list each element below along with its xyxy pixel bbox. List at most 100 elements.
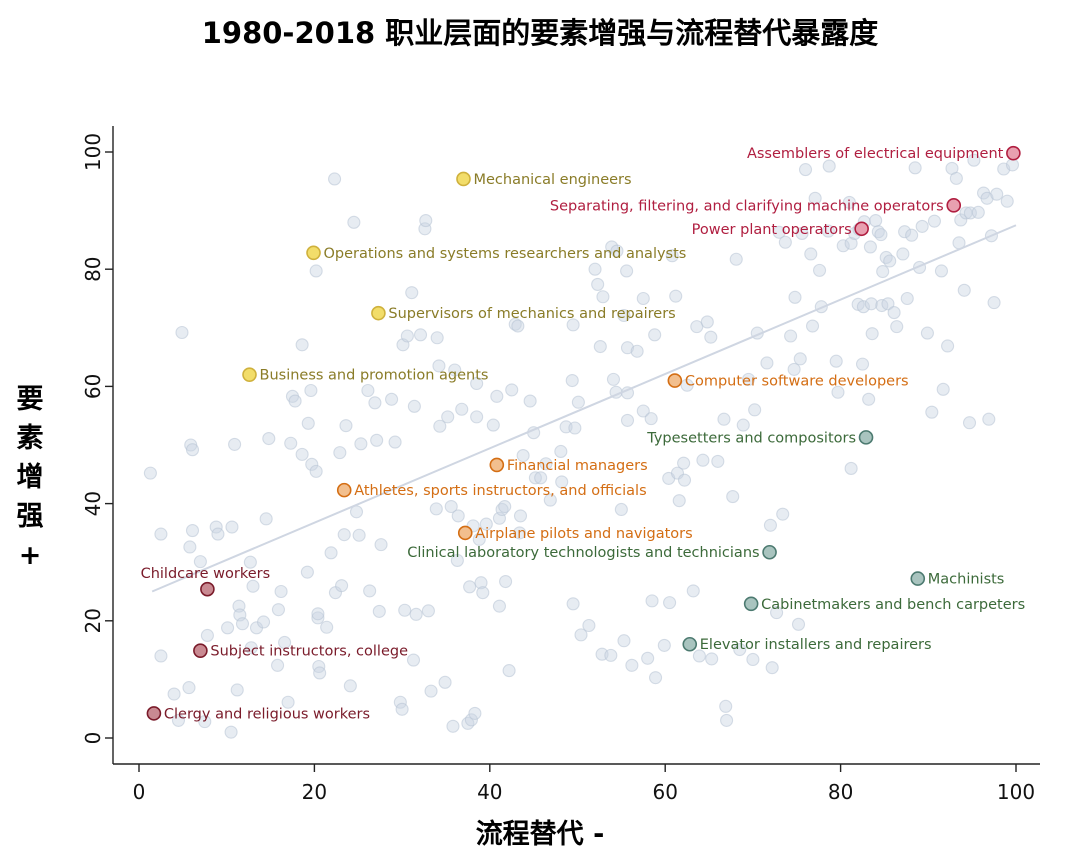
- scatter-point: [424, 684, 438, 698]
- scatter-point: [620, 341, 635, 355]
- scatter-point: [566, 318, 580, 332]
- scatter-point: [274, 584, 288, 599]
- scatter-point: [256, 615, 271, 629]
- scatter-point: [692, 649, 706, 663]
- scatter-point: [175, 325, 189, 340]
- scatter-point: [328, 172, 342, 186]
- scatter-point: [313, 666, 327, 680]
- highlighted-point: [854, 221, 869, 237]
- point-label: Assemblers of electrical equipment: [747, 146, 1004, 162]
- scatter-point: [844, 461, 858, 475]
- scatter-point: [479, 517, 493, 531]
- highlighted-point: [306, 245, 321, 261]
- scatter-point: [354, 437, 368, 451]
- scatter-point: [388, 435, 402, 449]
- scatter-point: [183, 540, 197, 554]
- scatter-point: [441, 410, 455, 424]
- scatter-point: [717, 412, 731, 426]
- scatter-point: [772, 225, 786, 239]
- point-label: Separating, filtering, and clarifying ma…: [550, 198, 944, 214]
- scatter-point: [856, 300, 870, 314]
- scatter-point: [516, 448, 530, 463]
- scatter-point: [262, 432, 276, 446]
- scatter-point: [406, 653, 421, 667]
- scatter-point: [224, 725, 238, 739]
- scatter-point: [463, 580, 477, 594]
- highlighted-point: [200, 581, 215, 597]
- scatter-point: [300, 565, 314, 579]
- scatter-point: [805, 319, 820, 333]
- scatter-point: [883, 254, 897, 268]
- scatter-point: [971, 205, 985, 219]
- highlighted-point: [336, 482, 352, 498]
- scatter-point: [765, 661, 779, 675]
- scatter-point: [185, 524, 200, 538]
- y-tick-label: 60: [81, 374, 105, 399]
- scatter-point: [523, 394, 537, 408]
- scatter-point: [949, 171, 963, 185]
- scatter-point: [614, 502, 628, 517]
- scatter-point: [225, 520, 239, 534]
- scatter-point: [430, 331, 444, 345]
- scatter-point: [1005, 158, 1020, 172]
- y-axis-label-char: 增: [16, 462, 44, 493]
- x-tick-label: 60: [652, 780, 677, 804]
- point-label: Typesetters and compositors: [646, 430, 856, 446]
- point-label: Business and promotion agents: [260, 368, 489, 384]
- scatter-point: [617, 634, 631, 648]
- scatter-point: [566, 597, 580, 611]
- scatter-point: [343, 679, 357, 693]
- scatter-point: [474, 576, 488, 590]
- point-label: Subject instructors, college: [210, 644, 408, 660]
- scatter-point: [829, 354, 843, 368]
- scatter-point: [864, 297, 878, 311]
- scatter-point: [337, 528, 351, 542]
- scatter-point: [606, 372, 621, 386]
- background-points: [143, 153, 1020, 739]
- scatter-point: [571, 395, 585, 409]
- scatter-point: [534, 471, 548, 485]
- point-label: Clinical laboratory technologists and te…: [407, 545, 759, 561]
- scatter-point: [593, 340, 607, 354]
- scatter-point: [1000, 194, 1014, 208]
- scatter-point: [281, 695, 295, 709]
- scatter-point: [400, 329, 414, 343]
- scatter-point: [309, 264, 323, 278]
- scatter-point: [620, 413, 635, 427]
- scatter-point: [363, 584, 377, 598]
- scatter-point: [808, 191, 822, 205]
- x-axis-label: 流程替代 -: [475, 819, 605, 850]
- scatter-point: [243, 555, 257, 569]
- scatter-point: [528, 471, 542, 485]
- scatter-point: [778, 235, 792, 249]
- scatter-point: [492, 599, 506, 613]
- scatter-point: [696, 453, 710, 467]
- scatter-point: [686, 584, 700, 598]
- x-tick-label: 20: [302, 780, 327, 804]
- scatter-point: [663, 596, 677, 610]
- scatter-point: [370, 433, 384, 447]
- point-label: Childcare workers: [141, 566, 271, 582]
- scatter-point: [874, 228, 888, 242]
- scatter-point: [284, 436, 298, 450]
- point-label: Airplane pilots and navigators: [475, 526, 692, 542]
- scatter-point: [596, 290, 610, 304]
- scatter-point: [499, 574, 513, 589]
- highlighted-point: [193, 643, 208, 658]
- highlighted-point: [910, 571, 926, 586]
- scatter-point: [405, 286, 419, 300]
- scatter-point: [472, 532, 486, 546]
- scatter-point: [844, 236, 858, 250]
- point-label: Clergy and religious workers: [164, 706, 370, 722]
- highlighted-point: [489, 457, 505, 473]
- scatter-point: [385, 392, 399, 406]
- scatter-point: [645, 594, 659, 608]
- scatter-point: [304, 383, 318, 398]
- scatter-point: [630, 344, 644, 358]
- scatter-point: [429, 502, 443, 516]
- scatter-point: [967, 153, 981, 167]
- scatter-point: [167, 687, 181, 701]
- scatter-point: [925, 405, 939, 419]
- scatter-point: [604, 648, 618, 662]
- scatter-point: [185, 443, 200, 457]
